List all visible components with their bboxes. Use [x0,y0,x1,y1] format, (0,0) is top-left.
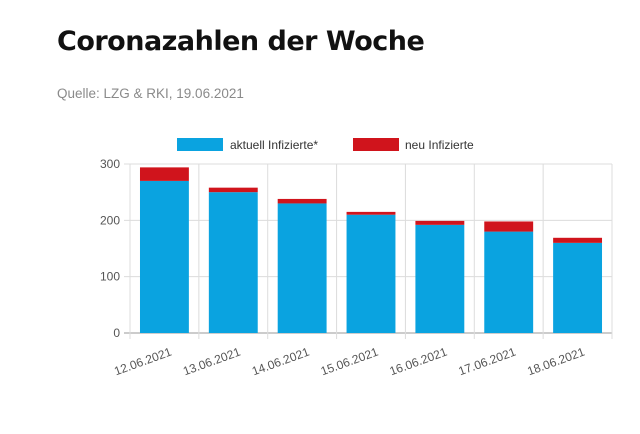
y-tick-label: 0 [113,326,120,340]
bar-aktuell-infizierte [553,242,603,333]
x-tick-label: 16.06.2021 [388,345,450,379]
legend-swatch-neu [353,138,399,151]
bar-neu-infizierte [484,221,534,232]
x-tick-label: 15.06.2021 [319,345,381,379]
bar-aktuell-infizierte [484,231,534,333]
bar-neu-infizierte [553,237,603,243]
chart-source: Quelle: LZG & RKI, 19.06.2021 [57,86,244,101]
bar-aktuell-infizierte [277,203,327,333]
bar-aktuell-infizierte [346,214,396,333]
bar-aktuell-infizierte [139,180,189,333]
y-tick-label: 100 [100,270,120,284]
bar-neu-infizierte [277,198,327,204]
x-tick-label: 14.06.2021 [250,345,312,379]
legend-label-neu: neu Infizierte [405,138,474,152]
x-tick-label: 18.06.2021 [525,345,587,379]
chart-title: Coronazahlen der Woche [57,26,425,57]
bar-neu-infizierte [346,211,396,215]
x-tick-label: 17.06.2021 [457,345,519,379]
bar-neu-infizierte [415,220,465,225]
legend-label-aktuell: aktuell Infizierte* [230,138,318,152]
y-tick-label: 300 [100,157,120,171]
bar-aktuell-infizierte [415,224,465,333]
legend-swatch-aktuell [177,138,223,151]
bar-aktuell-infizierte [208,192,258,333]
bar-neu-infizierte [139,167,189,181]
x-tick-label: 13.06.2021 [181,345,243,379]
y-tick-label: 200 [100,213,120,227]
bar-neu-infizierte [208,187,258,193]
x-tick-label: 12.06.2021 [112,345,174,379]
